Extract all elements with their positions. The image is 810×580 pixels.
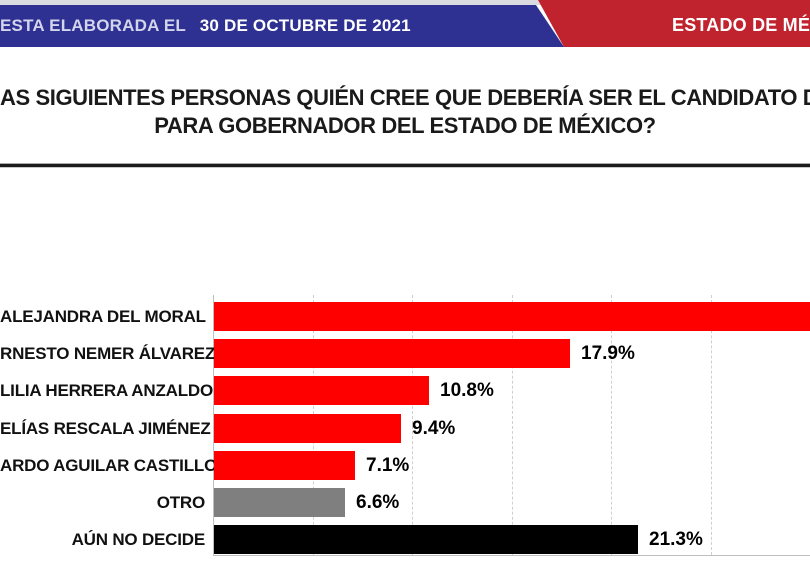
category-label: ALEJANDRA DEL MORAL — [0, 307, 206, 326]
chart-row: ARDO AGUILAR CASTILLO 7.1% — [0, 450, 810, 480]
gridline-10pct — [412, 295, 413, 555]
value-label: 21.3% — [649, 529, 703, 551]
banner-red-shape: ESTADO DE MÉ — [538, 0, 810, 47]
banner-region-label: ESTADO DE MÉ — [672, 15, 810, 35]
bar — [214, 376, 429, 406]
chart-row: LILIA HERRERA ANZALDO 10.8% — [0, 376, 810, 406]
banner-prefix-text: ESTA ELABORADA EL — [0, 16, 186, 35]
bar-chart: ALEJANDRA DEL MORAL RNESTO NEMER ÁLVAREZ 1… — [0, 295, 810, 557]
banner-blue-shape: ESTA ELABORADA EL 30 DE OCTUBRE DE 2021 — [0, 5, 564, 47]
chart-row: AÚN NO DECIDE 21.3% — [0, 525, 810, 555]
banner-date-line: ESTA ELABORADA EL 30 DE OCTUBRE DE 2021 — [0, 5, 411, 47]
chart-row: ALEJANDRA DEL MORAL — [0, 302, 810, 331]
category-label: ARDO AGUILAR CASTILLO — [0, 455, 218, 475]
bar — [214, 525, 638, 555]
bar — [214, 302, 810, 331]
category-label: ELÍAS RESCALA JIMÉNEZ — [0, 418, 211, 438]
bar — [214, 413, 401, 443]
value-label: 7.1% — [366, 454, 410, 476]
bar — [214, 339, 570, 369]
bar — [214, 450, 355, 480]
question-title-line-1: AS SIGUIENTES PERSONAS QUIÉN CREE QUE DE… — [0, 85, 810, 110]
banner-date-text: 30 DE OCTUBRE DE 2021 — [199, 16, 411, 35]
value-label: 10.8% — [440, 380, 494, 402]
gridline-25pct — [710, 295, 712, 555]
question-title-line-2: PARA GOBERNADOR DEL ESTADO DE MÉXICO? — [154, 113, 656, 138]
category-label: RNESTO NEMER ÁLVAREZ — [0, 344, 216, 364]
chart-row: ELÍAS RESCALA JIMÉNEZ 9.4% — [0, 413, 810, 443]
value-label: 9.4% — [412, 417, 456, 439]
value-label: 17.9% — [581, 343, 635, 365]
chart-y-axis — [213, 295, 214, 555]
question-title: AS SIGUIENTES PERSONAS QUIÉN CREE QUE DE… — [0, 84, 810, 139]
category-label: OTRO — [156, 493, 206, 512]
chart-row: OTRO 6.6% — [0, 488, 810, 517]
chart-x-axis — [213, 555, 810, 556]
divider-line — [0, 163, 810, 169]
chart-row: RNESTO NEMER ÁLVAREZ 17.9% — [0, 339, 810, 369]
top-strip — [0, 0, 810, 5]
bar — [214, 488, 345, 517]
gridline-20pct — [611, 295, 612, 555]
category-label: AÚN NO DECIDE — [71, 530, 206, 550]
value-label: 6.6% — [356, 492, 400, 513]
gridline-15pct — [511, 295, 513, 555]
category-label: LILIA HERRERA ANZALDO — [0, 381, 214, 401]
